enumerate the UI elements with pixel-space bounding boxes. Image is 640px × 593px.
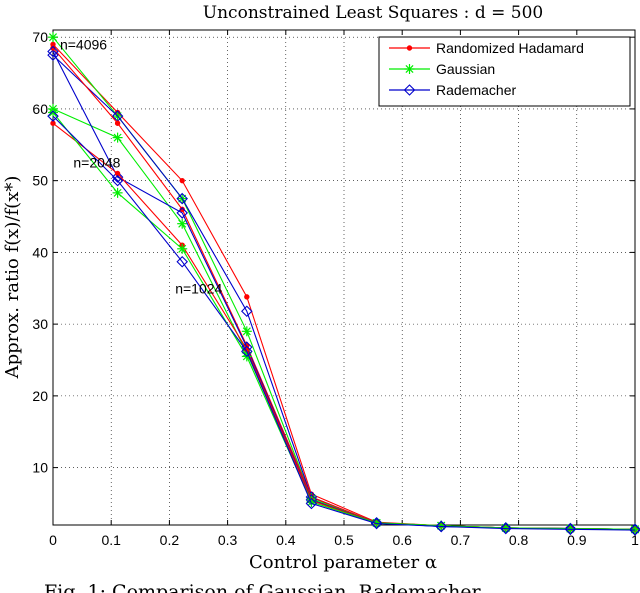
data-point (179, 206, 185, 213)
y-tick-label: 10 (32, 460, 48, 476)
data-point (241, 326, 252, 337)
y-tick-label: 50 (32, 173, 48, 189)
data-point (112, 187, 123, 198)
data-point (114, 120, 121, 126)
legend: Randomized Hadamard Gaussian Rademacher (378, 36, 631, 107)
series-8 (47, 110, 640, 536)
data-point (241, 305, 253, 317)
axis-ticks: 0 0.1 0.2 0.3 0.4 0.5 0.6 0.7 0.8 0.9 1 10 20 30 40 50 6… (32, 29, 639, 548)
y-tick-label: 40 (32, 244, 48, 260)
data-point (370, 517, 383, 530)
legend-label: Randomized Hadamard (436, 40, 584, 56)
x-tick-label: 0.2 (160, 532, 180, 548)
data-point (111, 174, 124, 187)
data-point (436, 520, 447, 531)
data-point (176, 255, 188, 268)
data-point (177, 243, 188, 254)
x-tick-label: 0.8 (509, 532, 529, 548)
data-point (179, 177, 185, 184)
series-line (52, 115, 636, 531)
y-tick-label: 20 (32, 388, 48, 404)
x-tick-label: 0.4 (276, 532, 296, 548)
x-tick-label: 0.9 (567, 532, 587, 548)
data-point (500, 522, 511, 533)
data-point (244, 294, 250, 300)
data-point (435, 520, 447, 533)
x-axis-label: Control parameter α (249, 552, 437, 573)
legend-marker (404, 64, 415, 74)
legend-marker (403, 84, 416, 96)
legend-marker (406, 45, 413, 51)
x-tick-label: 0.5 (334, 532, 354, 548)
figure-caption: Fig. 1: Comparison of Gaussian, Rademach… (44, 581, 482, 593)
series-lines (47, 32, 640, 536)
legend-item: Rademacher (389, 82, 516, 98)
data-point (50, 45, 56, 51)
y-tick-label: 30 (32, 316, 48, 332)
data-point (565, 523, 576, 534)
data-point (177, 218, 188, 229)
x-tick-label: 0.6 (392, 532, 412, 548)
data-point (47, 45, 59, 58)
data-point (500, 522, 512, 535)
annotations: n=4096 n=2048 n=1024 (60, 36, 223, 296)
legend-label: Gaussian (436, 61, 495, 77)
data-point (111, 171, 124, 183)
y-tick-label: 70 (32, 29, 48, 45)
legend-item: Gaussian (389, 61, 495, 77)
series-4 (48, 103, 640, 535)
data-point (47, 110, 59, 122)
series-line (52, 47, 636, 530)
legend-item: Randomized Hadamard (389, 40, 584, 56)
data-point (241, 345, 253, 358)
chart-title: Unconstrained Least Squares : d = 500 (203, 3, 543, 23)
data-point (48, 107, 58, 118)
group-annotation: n=1024 (175, 280, 222, 296)
legend-label: Rademacher (436, 82, 516, 98)
x-tick-label: 0.3 (218, 532, 238, 548)
x-tick-label: 0 (49, 532, 57, 548)
data-point (629, 524, 640, 536)
data-point (630, 524, 640, 535)
data-point (176, 192, 188, 205)
data-point (176, 207, 188, 219)
data-point (305, 497, 318, 510)
x-tick-label: 1 (631, 532, 639, 548)
group-annotation: n=4096 (60, 36, 107, 52)
x-tick-label: 0.7 (451, 532, 471, 548)
x-tick-label: 0.1 (101, 532, 121, 548)
y-tick-label: 60 (32, 101, 48, 117)
data-point (564, 523, 577, 536)
y-axis-label: Approx. ratio f(x)/f(x*) (2, 176, 23, 380)
group-annotation: n=2048 (73, 155, 120, 171)
data-point (48, 32, 58, 43)
data-point (112, 132, 123, 143)
